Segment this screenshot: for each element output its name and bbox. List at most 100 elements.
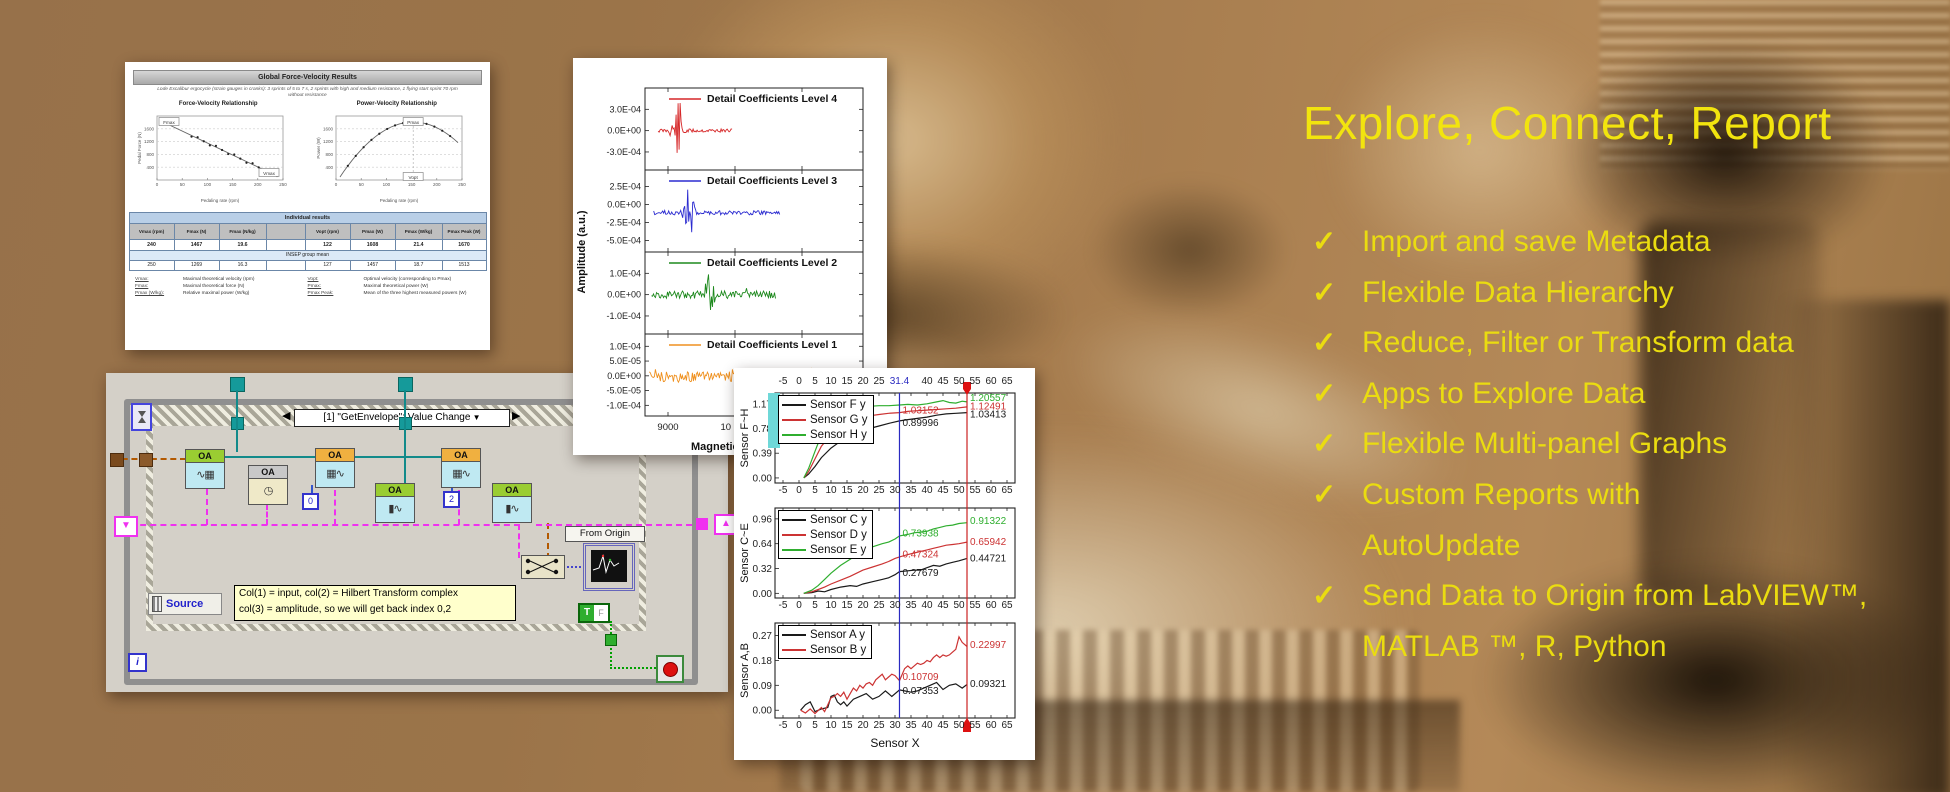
x-tick-label: 60 (985, 720, 997, 731)
comment-box: Col(1) = input, col(2) = Hilbert Transfo… (234, 585, 516, 621)
svg-text:Sensor C~E: Sensor C~E (739, 523, 751, 583)
x-tick-label: 45 (937, 376, 949, 387)
bundle-glyph (525, 558, 559, 575)
svg-text:0.18: 0.18 (753, 656, 773, 667)
x-tick-label: 30 (889, 720, 901, 731)
svg-text:250: 250 (279, 182, 287, 187)
footnote-desc: Optimal velocity (corresponding to Pmax) (363, 276, 452, 282)
footnote-line: Pmax: Maximal theoretical power (W) (308, 283, 481, 290)
svg-text:0.96: 0.96 (753, 514, 773, 525)
legend-box: Sensor C y Sensor D y Sensor E y (778, 510, 873, 559)
x-tick-label: 15 (841, 485, 853, 496)
source-text: Source (166, 598, 204, 610)
svg-text:0.0E+00: 0.0E+00 (607, 290, 641, 300)
legend-entry: Sensor G y (782, 412, 868, 427)
svg-text:Detail Coefficients Level 1: Detail Coefficients Level 1 (707, 339, 837, 351)
oa-node-header: OA (442, 449, 480, 462)
svg-text:50: 50 (358, 182, 364, 187)
x-tick-label: 10 (825, 600, 837, 611)
blue-wire (311, 485, 313, 499)
footnote-term: Pmax: (307, 284, 322, 290)
feature-item: MATLAB ™, R, Python (1312, 627, 1932, 678)
oa-node: OA ▦∿ (315, 448, 355, 488)
svg-text:1.0E-04: 1.0E-04 (609, 341, 641, 351)
x-tick-label: 55 (969, 600, 981, 611)
magenta-wire (334, 490, 336, 525)
svg-text:200: 200 (433, 182, 441, 187)
table-cell: 1467 (173, 238, 220, 251)
feature-text: Send Data to Origin from LabVIEW™, (1362, 579, 1868, 613)
oa-node-icon: ▮∿ (388, 503, 402, 515)
svg-text:400: 400 (147, 165, 155, 170)
table-band: INSEP group mean (128, 249, 487, 261)
while-loop-border (124, 399, 698, 685)
svg-text:0.07353: 0.07353 (902, 686, 939, 697)
svg-text:9000: 9000 (657, 422, 678, 433)
x-tick-label: 15 (841, 600, 853, 611)
x-tick-label: 0 (796, 600, 802, 611)
feature-text: MATLAB ™, R, Python (1362, 629, 1667, 663)
footnote-line: Pmax (W/kg): Relative maximal power (W/kg… (135, 290, 308, 297)
svg-text:-1.0E-04: -1.0E-04 (606, 311, 641, 321)
svg-text:0.39: 0.39 (753, 449, 773, 460)
oa-node: OA ▦∿ (441, 448, 481, 488)
from-origin-label: From Origin (565, 526, 645, 542)
footnote-term: Pmax Peak: (307, 291, 334, 297)
x-tick-label: 5 (812, 720, 818, 731)
x-tick-label: 40 (921, 376, 933, 387)
legend-label: Sensor A y (810, 628, 865, 641)
svg-text:-1.0E-04: -1.0E-04 (606, 400, 641, 410)
svg-text:3.0E-04: 3.0E-04 (609, 104, 641, 114)
report-chart-title: Force-Velocity Relationship (178, 100, 258, 107)
legend-entry: Sensor B y (782, 642, 866, 657)
svg-text:250: 250 (458, 182, 466, 187)
teal-wire (223, 456, 318, 458)
legend-entry: Sensor H y (782, 427, 868, 442)
svg-text:150: 150 (229, 182, 237, 187)
svg-text:0.22997: 0.22997 (970, 640, 1007, 651)
magenta-wire (518, 524, 520, 558)
oa-node-header: OA (493, 484, 531, 497)
svg-text:1.03152: 1.03152 (902, 406, 939, 417)
legend-entry: Sensor A y (782, 627, 866, 642)
footnote-line: Vopt: Optimal velocity (corresponding to … (308, 276, 481, 283)
svg-text:0.47324: 0.47324 (902, 550, 939, 561)
svg-text:0.91322: 0.91322 (970, 516, 1007, 527)
legend-entry: Sensor C y (782, 512, 867, 527)
bool-false: F (598, 608, 604, 618)
report-title: Global Force-Velocity Results (133, 70, 482, 85)
svg-text:Pedal Force (N): Pedal Force (N) (137, 132, 142, 164)
sensor-graph-screenshot: 0.00 0.39 0.78 1.17 1.03152 0.89996 1.20557 1.1… (734, 368, 1035, 760)
check-icon: ✓ (1312, 478, 1337, 511)
svg-text:50: 50 (180, 182, 186, 187)
feature-item: ✓ Send Data to Origin from LabVIEW™, (1312, 576, 1932, 627)
svg-text:1600: 1600 (323, 126, 334, 131)
oa-node: OA ◷ (248, 465, 288, 505)
svg-text:0.09321: 0.09321 (970, 679, 1007, 690)
x-tick-label: 60 (985, 600, 997, 611)
svg-text:0.00: 0.00 (753, 706, 773, 717)
svg-text:100: 100 (204, 182, 212, 187)
report-chart: Force-Velocity Relationship 1600 1200 800 40… (133, 101, 303, 209)
comment-line: Col(1) = input, col(2) = Hilbert Transfo… (239, 588, 458, 599)
x-tick-label: 35 (905, 600, 917, 611)
hourglass-icon (131, 403, 152, 431)
check-icon: ✓ (1312, 327, 1337, 360)
event-header-label: [1] "GetEnvelope": Value Change (323, 412, 471, 423)
x-tick-label: 50 (953, 720, 965, 731)
svg-text:0.0E+00: 0.0E+00 (607, 371, 641, 381)
svg-text:0.78: 0.78 (753, 424, 773, 435)
svg-text:0.27: 0.27 (753, 631, 773, 642)
x-tick-label: 20 (857, 485, 869, 496)
legend-label: Sensor E y (810, 543, 867, 556)
report-chart-title: Power-Velocity Relationship (356, 100, 437, 107)
svg-text:0.65942: 0.65942 (970, 537, 1007, 548)
teal-wire (352, 456, 460, 458)
legend-line (782, 518, 806, 521)
table-band: Individual results (128, 211, 487, 224)
x-tick-label: 65 (1001, 485, 1013, 496)
svg-text:1200: 1200 (144, 139, 155, 144)
feature-list: ✓ Import and save Metadata ✓ Flexible Data … (1312, 222, 1932, 677)
legend-line (782, 648, 806, 651)
